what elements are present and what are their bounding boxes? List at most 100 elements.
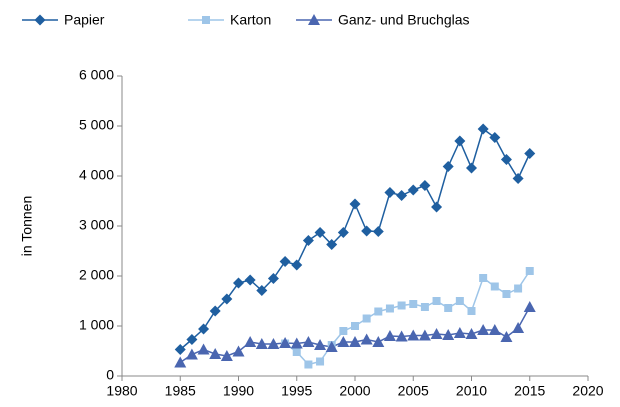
- marker: [490, 282, 499, 291]
- marker: [453, 327, 466, 338]
- marker: [279, 337, 292, 348]
- marker: [221, 293, 233, 305]
- marker: [291, 259, 303, 271]
- x-tick-label: 2015: [514, 383, 545, 399]
- marker: [442, 329, 455, 340]
- marker: [198, 323, 210, 335]
- marker: [267, 273, 279, 284]
- marker: [197, 343, 210, 355]
- legend-marker: [34, 14, 46, 26]
- marker: [395, 330, 408, 342]
- y-tick-label: 2 000: [79, 267, 114, 283]
- marker: [325, 341, 338, 352]
- marker: [360, 333, 373, 345]
- marker: [514, 284, 523, 293]
- legend-label: Ganz- und Bruchglas: [338, 12, 470, 28]
- marker: [186, 334, 198, 345]
- marker: [256, 285, 268, 296]
- marker: [455, 297, 464, 305]
- marker: [467, 307, 476, 315]
- marker: [409, 300, 418, 308]
- marker: [430, 328, 443, 339]
- x-tick-label: 1980: [106, 383, 137, 399]
- marker: [479, 274, 488, 282]
- marker: [523, 301, 536, 312]
- marker: [465, 328, 478, 339]
- marker: [420, 303, 429, 311]
- y-tick-label: 4 000: [79, 167, 114, 183]
- y-axis-label: in Tonnen: [19, 196, 35, 256]
- marker: [397, 301, 406, 310]
- marker: [361, 225, 373, 237]
- marker: [477, 324, 490, 335]
- marker: [524, 148, 536, 159]
- marker: [372, 226, 384, 237]
- x-tick-label: 2020: [572, 383, 603, 399]
- y-tick-label: 5 000: [79, 117, 114, 133]
- marker: [267, 338, 280, 349]
- legend-marker: [202, 16, 210, 24]
- marker: [233, 277, 244, 289]
- marker: [500, 154, 512, 165]
- marker: [512, 322, 525, 333]
- marker: [444, 304, 453, 312]
- marker: [292, 348, 301, 356]
- x-tick-label: 1990: [223, 383, 254, 399]
- legend-label: Papier: [64, 12, 105, 28]
- marker: [326, 239, 338, 250]
- x-tick-label: 2000: [339, 383, 370, 399]
- x-tick-label: 2010: [456, 383, 487, 399]
- marker: [314, 339, 327, 350]
- x-tick-label: 1995: [281, 383, 312, 399]
- marker: [232, 345, 245, 357]
- series-line: [179, 127, 531, 351]
- marker: [290, 337, 303, 349]
- marker: [349, 198, 361, 210]
- marker: [500, 331, 513, 342]
- marker: [244, 336, 257, 347]
- marker: [302, 336, 315, 347]
- marker: [351, 322, 359, 330]
- marker: [488, 324, 501, 335]
- x-tick-label: 2005: [398, 383, 429, 399]
- marker: [385, 304, 394, 313]
- marker: [525, 267, 534, 275]
- marker: [454, 135, 466, 147]
- marker: [502, 290, 511, 298]
- x-tick-label: 1985: [165, 383, 196, 399]
- marker: [407, 329, 420, 341]
- marker: [362, 314, 371, 323]
- marker: [304, 360, 313, 369]
- marker: [442, 161, 454, 172]
- marker: [279, 256, 291, 267]
- marker: [316, 357, 325, 366]
- y-tick-label: 6 000: [79, 67, 114, 83]
- marker: [185, 348, 198, 360]
- marker: [489, 132, 501, 143]
- marker: [339, 327, 348, 335]
- marker: [396, 190, 408, 201]
- marker: [419, 180, 431, 191]
- marker: [209, 305, 221, 317]
- marker: [337, 336, 350, 347]
- legend-label: Karton: [230, 12, 271, 28]
- marker: [255, 338, 268, 349]
- marker: [372, 336, 385, 347]
- marker: [314, 227, 326, 238]
- marker: [407, 184, 419, 196]
- marker: [302, 235, 314, 246]
- marker: [383, 330, 396, 341]
- marker: [512, 173, 524, 184]
- marker: [174, 344, 186, 355]
- marker: [244, 274, 256, 286]
- marker: [337, 227, 349, 238]
- marker: [466, 162, 477, 174]
- marker: [349, 336, 361, 347]
- y-tick-label: 1 000: [79, 317, 114, 333]
- marker: [418, 329, 431, 341]
- series-line: [284, 270, 531, 366]
- marker: [431, 201, 443, 213]
- marker: [220, 350, 233, 361]
- marker: [174, 356, 187, 368]
